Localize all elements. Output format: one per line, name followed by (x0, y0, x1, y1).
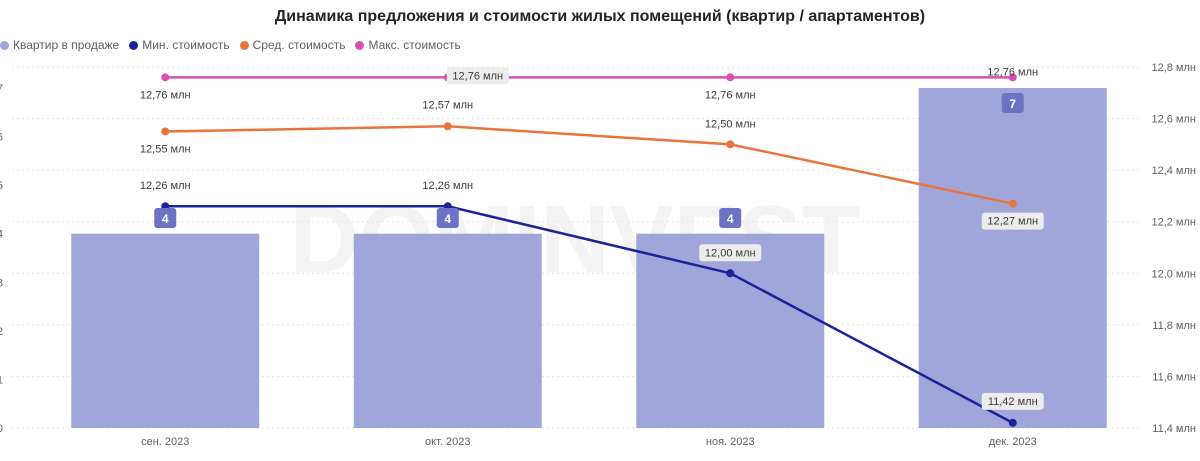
x-axis-tick: ноя. 2023 (706, 436, 755, 448)
right-axis-tick: 12,2 млн (1151, 217, 1196, 229)
series-data-label: 12,76 млн (705, 89, 756, 101)
bar-badge (436, 208, 459, 228)
right-axis-tick: 11,6 млн (1152, 371, 1196, 383)
left-axis-tick: 6 (0, 132, 3, 144)
right-axis-tick: 12,8 млн (1151, 62, 1196, 74)
series-point (1008, 199, 1017, 208)
series-point (161, 127, 170, 136)
series-data-label: 11,42 млн (988, 396, 1038, 408)
legend-dot-max-icon (355, 40, 365, 50)
bar-value-label: 4 (727, 212, 734, 226)
series-data-label: 12,50 млн (705, 118, 756, 130)
data-label-box (981, 212, 1044, 230)
series-data-label: 12,76 млн (140, 89, 191, 101)
legend-label-avg: Сред. стоимость (252, 38, 346, 52)
bar (71, 233, 260, 428)
right-axis-tick: 12,0 млн (1151, 268, 1196, 280)
series-point (161, 73, 170, 82)
right-axis-tick: 11,8 млн (1152, 320, 1196, 332)
series-point (1008, 73, 1017, 82)
legend[interactable]: Квартир в продаже Мин. стоимость Сред. с… (0, 38, 461, 52)
series-point (726, 269, 735, 278)
legend-label-min: Мин. стоимость (142, 38, 230, 52)
series-line (165, 125, 1014, 205)
right-axis-tick: 12,6 млн (1151, 114, 1196, 126)
legend-label-max: Макс. стоимость (368, 38, 461, 52)
series-data-label: 12,76 млн (987, 66, 1038, 78)
bar-badge (719, 208, 742, 228)
legend-dot-avg-icon (239, 40, 249, 50)
chart-title: Динамика предложения и стоимости жилых п… (274, 8, 926, 25)
data-label-box (981, 392, 1044, 410)
bar-badge (154, 208, 177, 228)
series-data-label: 12,55 млн (140, 143, 191, 155)
bar-value-label: 7 (1009, 97, 1016, 111)
series-point (1008, 418, 1017, 427)
bar (636, 233, 825, 428)
series-data-label: 12,27 млн (987, 216, 1038, 228)
series-line (165, 204, 1014, 424)
data-label-box (699, 244, 762, 262)
legend-item-avg-price[interactable]: Сред. стоимость (239, 38, 346, 52)
x-axis-tick: дек. 2023 (989, 436, 1037, 448)
right-axis-tick: 12,4 млн (1151, 165, 1196, 177)
right-axis-tick: 11,4 млн (1152, 423, 1196, 435)
legend-item-min-price[interactable]: Мин. стоимость (129, 38, 230, 52)
x-axis-tick: сен. 2023 (141, 436, 189, 448)
series-data-label: 12,26 млн (140, 180, 191, 192)
bar (353, 233, 542, 428)
series-data-label: 12,26 млн (422, 180, 473, 192)
series-point (726, 140, 735, 149)
series-data-label: 12,00 млн (705, 247, 756, 259)
legend-dot-min-icon (129, 40, 139, 50)
bar (918, 88, 1107, 428)
x-axis-tick: окт. 2023 (425, 436, 470, 448)
series-point (443, 122, 452, 131)
legend-label-listings: Квартир в продаже (13, 38, 120, 52)
series-data-label: 12,76 млн (452, 70, 503, 82)
left-axis-tick: 4 (0, 229, 3, 241)
legend-dot-listings-icon (0, 40, 9, 50)
left-axis-tick: 5 (0, 180, 3, 192)
bar-value-label: 4 (162, 212, 169, 226)
left-axis-tick: 1 (0, 374, 3, 386)
legend-item-max-price[interactable]: Макс. стоимость (355, 38, 461, 52)
left-axis-tick: 3 (0, 277, 3, 289)
bar-value-label: 4 (444, 212, 451, 226)
left-axis-tick: 2 (0, 326, 3, 338)
data-label-box (446, 67, 509, 85)
left-axis-tick: 7 (0, 83, 3, 95)
legend-item-listings[interactable]: Квартир в продаже (0, 38, 119, 52)
bar-badge (1001, 93, 1024, 113)
series-point (726, 73, 735, 82)
series-data-label: 12,57 млн (422, 99, 473, 111)
left-axis-tick: 0 (0, 423, 3, 435)
